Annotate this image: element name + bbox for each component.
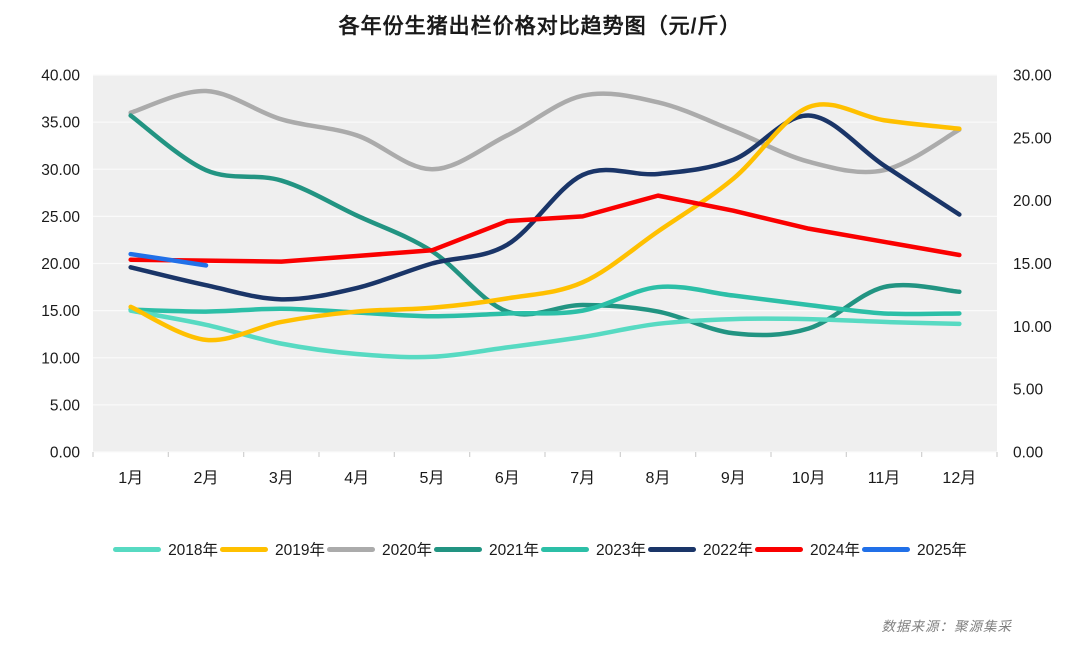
x-axis-label-12月: 12月 <box>942 470 976 487</box>
legend-item-2020年[interactable]: 2020年 <box>327 538 432 560</box>
x-axis-label-11月: 11月 <box>868 470 901 487</box>
x-axis-label-5月: 5月 <box>420 470 445 487</box>
legend-swatch <box>861 546 910 552</box>
y-axis-left-tick-label: 25.00 <box>41 209 80 226</box>
x-axis-label-6月: 6月 <box>495 470 520 487</box>
legend-label: 2024年 <box>809 542 860 559</box>
series-line-2025年 <box>128 251 209 268</box>
y-axis-left-tick-label: 10.00 <box>41 350 80 367</box>
legend-item-2021年[interactable]: 2021年 <box>434 538 539 560</box>
y-axis-right-tick-label: 20.00 <box>1013 193 1052 210</box>
y-axis-left-tick-label: 35.00 <box>41 115 80 132</box>
y-axis-left-tick-label: 40.00 <box>41 68 80 85</box>
legend-label: 2020年 <box>382 542 433 559</box>
y-axis-right-tick-label: 30.00 <box>1013 68 1052 85</box>
legend-swatch <box>754 546 803 552</box>
legend-item-2018年[interactable]: 2018年 <box>113 538 218 560</box>
series-line-2024年 <box>128 193 962 264</box>
y-axis-left-tick-label: 30.00 <box>41 162 80 179</box>
legend-swatch <box>647 546 696 552</box>
legend-label: 2019年 <box>275 542 326 559</box>
y-axis-right-tick-label: 10.00 <box>1013 319 1052 336</box>
x-axis-label-1月: 1月 <box>118 470 143 487</box>
y-axis-right-tick-label: 5.00 <box>1013 382 1044 399</box>
line-chart-plot: 40.00 35.00 30.00 25.00 20.00 15.00 10.00 5.00 0… <box>41 68 1052 488</box>
legend-swatch <box>327 546 376 552</box>
chart-title: 各年份生猪出栏价格对比趋势图（元/斤） <box>338 15 742 38</box>
legend-item-2024年[interactable]: 2024年 <box>754 538 860 560</box>
x-axis-label-8月: 8月 <box>646 470 671 487</box>
chart-legend: 2018年 2019年 2020年 2021年 2023年 2022年 2024年 2025年 <box>0 538 1080 560</box>
x-axis-label-4月: 4月 <box>344 470 369 487</box>
legend-label: 2023年 <box>596 542 646 559</box>
legend-label: 2018年 <box>168 542 219 559</box>
series-line-2023年 <box>128 284 962 319</box>
legend-swatch <box>113 546 162 552</box>
series-line-2019年 <box>128 102 962 343</box>
legend-label: 2021年 <box>489 542 539 559</box>
legend-swatch <box>220 546 269 552</box>
legend-item-2022年[interactable]: 2022年 <box>647 538 753 560</box>
series-line-2022年 <box>128 113 962 302</box>
x-axis-label-3月: 3月 <box>269 470 294 487</box>
y-axis-right-tick-label: 0.00 <box>1013 445 1044 462</box>
series-line-2018年 <box>128 308 962 360</box>
y-axis-left-tick-label: 0.00 <box>50 445 81 462</box>
y-axis-right-tick-label: 15.00 <box>1013 256 1052 273</box>
legend-item-2025年[interactable]: 2025年 <box>861 538 967 560</box>
legend-label: 2022年 <box>702 542 753 559</box>
x-axis-label-7月: 7月 <box>570 470 595 487</box>
y-axis-left-tick-label: 15.00 <box>41 303 80 320</box>
y-axis-right-tick-label: 25.00 <box>1013 130 1052 147</box>
series-line-2020年 <box>128 88 962 175</box>
x-axis-label-10月: 10月 <box>792 470 826 487</box>
data-source-note: 数据来源：聚源集采 <box>881 619 1012 634</box>
y-axis-left-tick-label: 5.00 <box>50 397 81 414</box>
y-axis-left-tick-label: 20.00 <box>41 256 80 273</box>
legend-label: 2025年 <box>916 542 967 559</box>
legend-item-2019年[interactable]: 2019年 <box>220 538 325 560</box>
legend-swatch <box>434 546 483 552</box>
x-axis-label-9月: 9月 <box>721 470 746 487</box>
legend-swatch <box>541 546 589 552</box>
legend-item-2023年[interactable]: 2023年 <box>541 538 646 560</box>
x-axis-label-2月: 2月 <box>194 470 219 487</box>
